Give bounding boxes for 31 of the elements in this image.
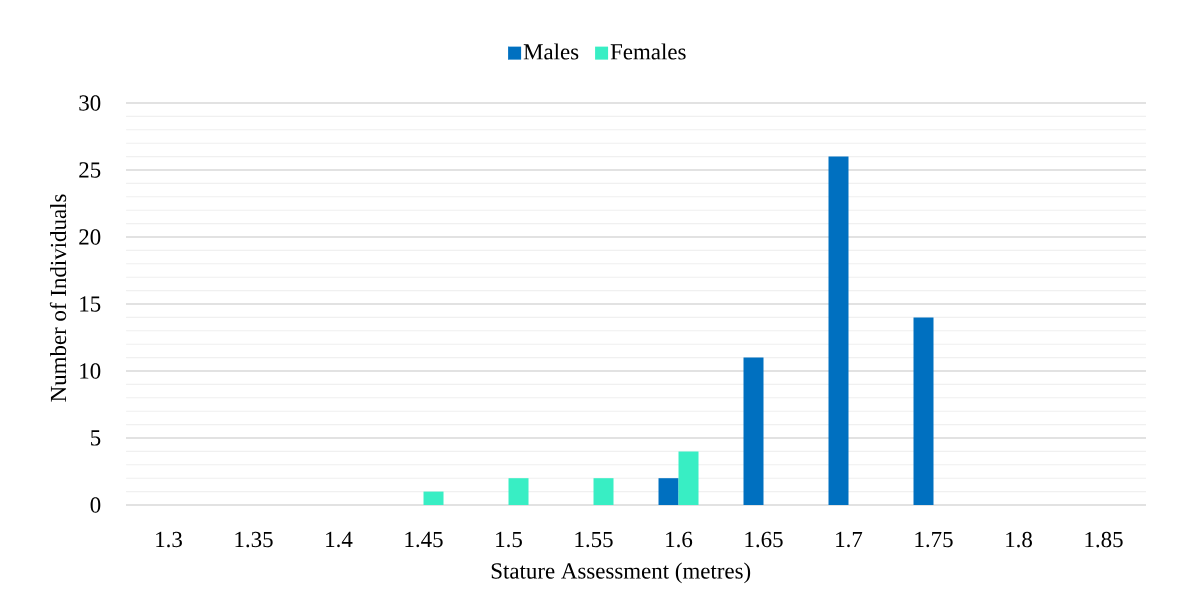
x-tick-label: 1.55 xyxy=(575,531,613,548)
x-tick-label: 1.3 xyxy=(156,531,182,548)
bar xyxy=(913,317,934,505)
bar xyxy=(593,478,614,505)
x-tick-label: 1.85 xyxy=(1085,531,1123,548)
bar xyxy=(743,357,764,505)
x-tick-label: 1.5 xyxy=(496,531,522,548)
x-tick-label: 1.7 xyxy=(836,531,863,548)
y-tick-label: 10 xyxy=(80,363,101,379)
y-tick-label: 30 xyxy=(79,95,101,111)
x-tick-label: 1.35 xyxy=(235,531,273,548)
legend-label: Females xyxy=(610,43,686,60)
bar xyxy=(678,451,699,505)
bar xyxy=(828,156,849,505)
bar xyxy=(423,491,444,505)
y-tick-label: 15 xyxy=(80,296,101,312)
x-tick-label: 1.4 xyxy=(326,531,353,548)
legend-label: Males xyxy=(523,43,579,60)
y-tick-label: 25 xyxy=(79,162,101,178)
x-axis-title: Stature Assessment (metres) xyxy=(491,562,751,584)
bar xyxy=(658,478,679,505)
y-tick-label: 5 xyxy=(91,430,101,446)
y-tick-label: 0 xyxy=(90,497,101,513)
x-tick-label: 1.65 xyxy=(745,531,783,548)
y-axis-title: Number of Individuals xyxy=(49,194,67,402)
x-tick-label: 1.45 xyxy=(405,531,443,548)
x-tick-label: 1.6 xyxy=(666,531,693,548)
x-tick-label: 1.8 xyxy=(1006,531,1032,548)
bar xyxy=(508,478,529,505)
y-tick-label: 20 xyxy=(79,229,101,245)
x-tick-label: 1.75 xyxy=(915,531,953,548)
